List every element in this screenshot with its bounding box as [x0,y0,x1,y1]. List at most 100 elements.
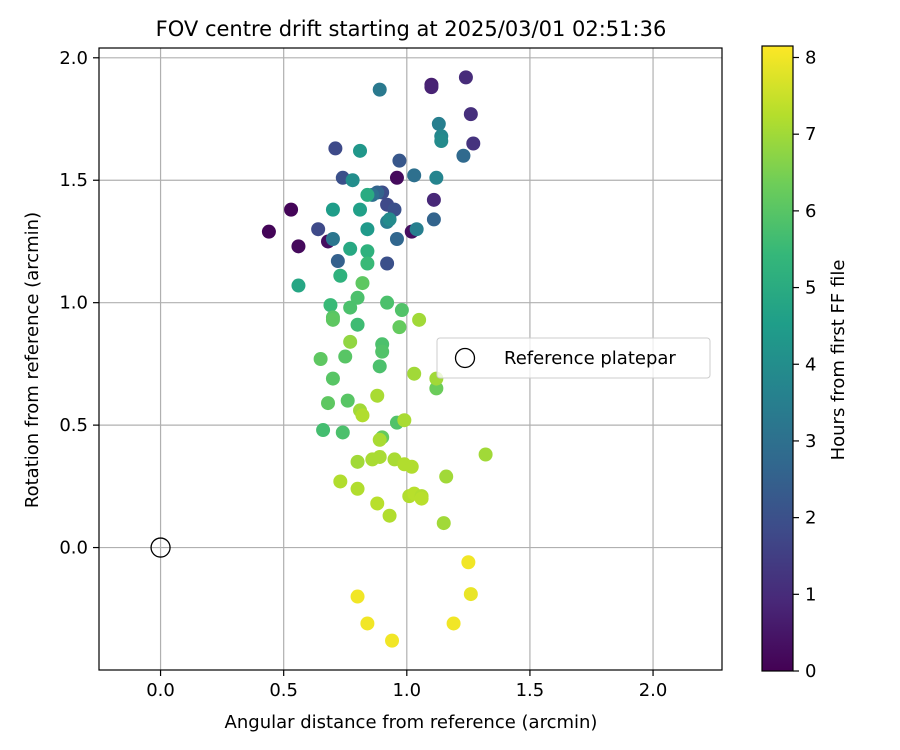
x-tick-label: 0.5 [269,680,298,701]
y-tick-label: 1.5 [59,170,88,191]
data-point [375,344,390,359]
data-point [291,278,306,293]
data-point [340,393,355,408]
data-point [370,496,385,511]
data-point [463,587,478,602]
data-point [466,136,481,151]
data-point [412,312,427,327]
data-point [382,212,397,227]
legend: Reference platepar [436,337,711,379]
data-point [446,616,461,631]
data-point [394,303,409,318]
data-point [370,388,385,403]
y-tick-label: 2.0 [59,48,88,69]
data-point [436,516,451,531]
data-point [372,82,387,97]
legend-box [436,337,711,379]
data-point [345,173,360,188]
data-point [325,371,340,386]
data-point [424,80,439,95]
data-point [385,633,400,648]
data-point [360,244,375,259]
y-tick-label: 0.0 [59,538,88,559]
data-point [429,381,444,396]
chart-title: FOV centre drift starting at 2025/03/01 … [156,17,667,41]
colorbar-tick-label: 3 [805,431,816,452]
data-point [353,202,368,217]
data-point [397,413,412,428]
colorbar-tick-label: 5 [805,278,816,299]
data-point [343,334,358,349]
data-point [335,425,350,440]
x-tick-label: 0.0 [146,680,175,701]
data-point [392,320,407,335]
data-point [325,312,340,327]
data-point [311,222,326,237]
data-point [414,491,429,506]
data-point [284,202,299,217]
reference-marker-group [150,537,171,558]
colorbar-gradient [762,46,793,671]
data-point [350,481,365,496]
data-point [463,107,478,122]
data-point [330,254,345,269]
x-axis-label: Angular distance from reference (arcmin) [225,712,598,733]
data-point [333,268,348,283]
legend-label: Reference platepar [504,348,676,369]
data-point [350,290,365,305]
x-tick-label: 1.0 [392,680,421,701]
data-point [261,224,276,239]
data-point [323,298,338,313]
data-point [439,469,454,484]
data-point [343,300,358,315]
y-axis-label: Rotation from reference (arcmin) [22,212,43,508]
data-point [372,432,387,447]
data-point [360,256,375,271]
data-point [372,359,387,374]
data-point [407,168,422,183]
data-point [389,232,404,247]
data-point [434,134,449,149]
data-point [355,408,370,423]
data-point [350,589,365,604]
plot-frame [98,47,723,671]
y-tick-label: 0.5 [59,415,88,436]
data-point [360,616,375,631]
data-point [338,349,353,364]
colorbar-tick-label: 0 [805,661,816,682]
colorbar-tick-label: 4 [805,354,816,375]
data-point [404,459,419,474]
data-point [328,141,343,156]
data-point [461,555,476,570]
data-point [478,447,493,462]
data-point [458,70,473,85]
data-point [407,366,422,381]
data-point [321,396,336,411]
colorbar-tick-label: 1 [805,584,816,605]
y-tick-label: 1.0 [59,293,88,314]
data-point [360,222,375,237]
data-point [313,352,328,366]
reference-platepar-marker [150,537,171,558]
data-point [409,222,424,237]
colorbar-tick-label: 6 [805,201,816,222]
data-point [456,148,471,163]
x-tick-label: 2.0 [639,680,668,701]
data-point [316,423,331,438]
colorbar-ticks: 0 1 2 3 4 5 6 7 8 [793,48,816,682]
data-point [382,508,397,523]
colorbar-tick-label: 7 [805,124,816,145]
colorbar-tick-label: 8 [805,48,816,69]
x-tick-label: 1.5 [516,680,545,701]
data-point [426,212,441,227]
legend-marker [454,347,476,369]
data-point [389,170,404,185]
grid-lines [99,48,722,670]
data-point [291,239,306,254]
colorbar-frame [761,45,794,672]
data-point [350,454,365,469]
data-point [380,256,395,271]
data-point [355,276,370,291]
data-point [333,474,348,489]
data-point [325,232,340,247]
